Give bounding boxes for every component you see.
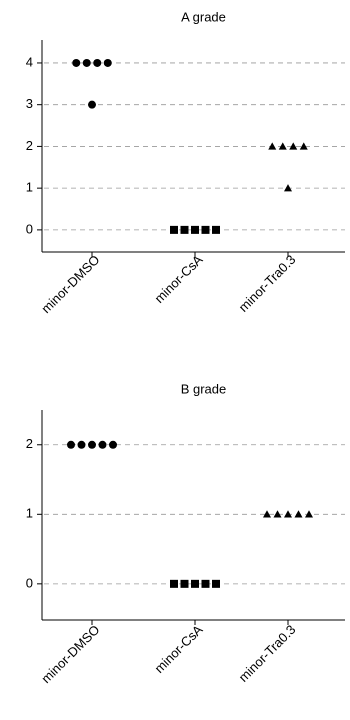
point [98,440,107,449]
point [103,58,112,67]
point [263,510,271,518]
point [278,142,287,150]
point [294,510,303,518]
chart-title: B grade [181,381,227,396]
point [273,510,282,518]
point [93,58,102,67]
point [201,579,210,588]
y-tick-label: 2 [26,138,33,153]
point [170,579,178,588]
y-tick-label: 1 [26,180,33,195]
point [284,184,292,192]
y-tick-label: 0 [26,575,33,590]
point [72,58,81,67]
point [180,225,189,234]
x-tick-label: minor-CsA [152,252,206,306]
point [191,225,199,234]
point [170,225,178,234]
y-tick-label: 0 [26,221,33,236]
point [212,225,220,234]
y-tick-label: 1 [26,506,33,521]
x-tick-label: minor-DMSO [38,252,102,316]
point [67,440,75,449]
point [180,579,189,588]
point [82,58,91,67]
point [109,440,117,449]
point [88,100,96,109]
x-tick-label: minor-Tra0.3 [236,252,299,315]
x-tick-label: minor-CsA [152,622,206,676]
point [77,440,86,449]
point [201,225,210,234]
point [88,440,96,449]
y-tick-label: 4 [26,54,33,69]
point [305,510,313,518]
point [284,510,292,518]
point [289,142,298,150]
point [268,142,277,150]
chart-title: A grade [181,9,226,24]
x-tick-label: minor-Tra0.3 [236,622,299,685]
y-tick-label: 2 [26,436,33,451]
point [299,142,308,150]
point [212,579,220,588]
y-tick-label: 3 [26,96,33,111]
x-tick-label: minor-DMSO [38,622,102,686]
point [191,579,199,588]
